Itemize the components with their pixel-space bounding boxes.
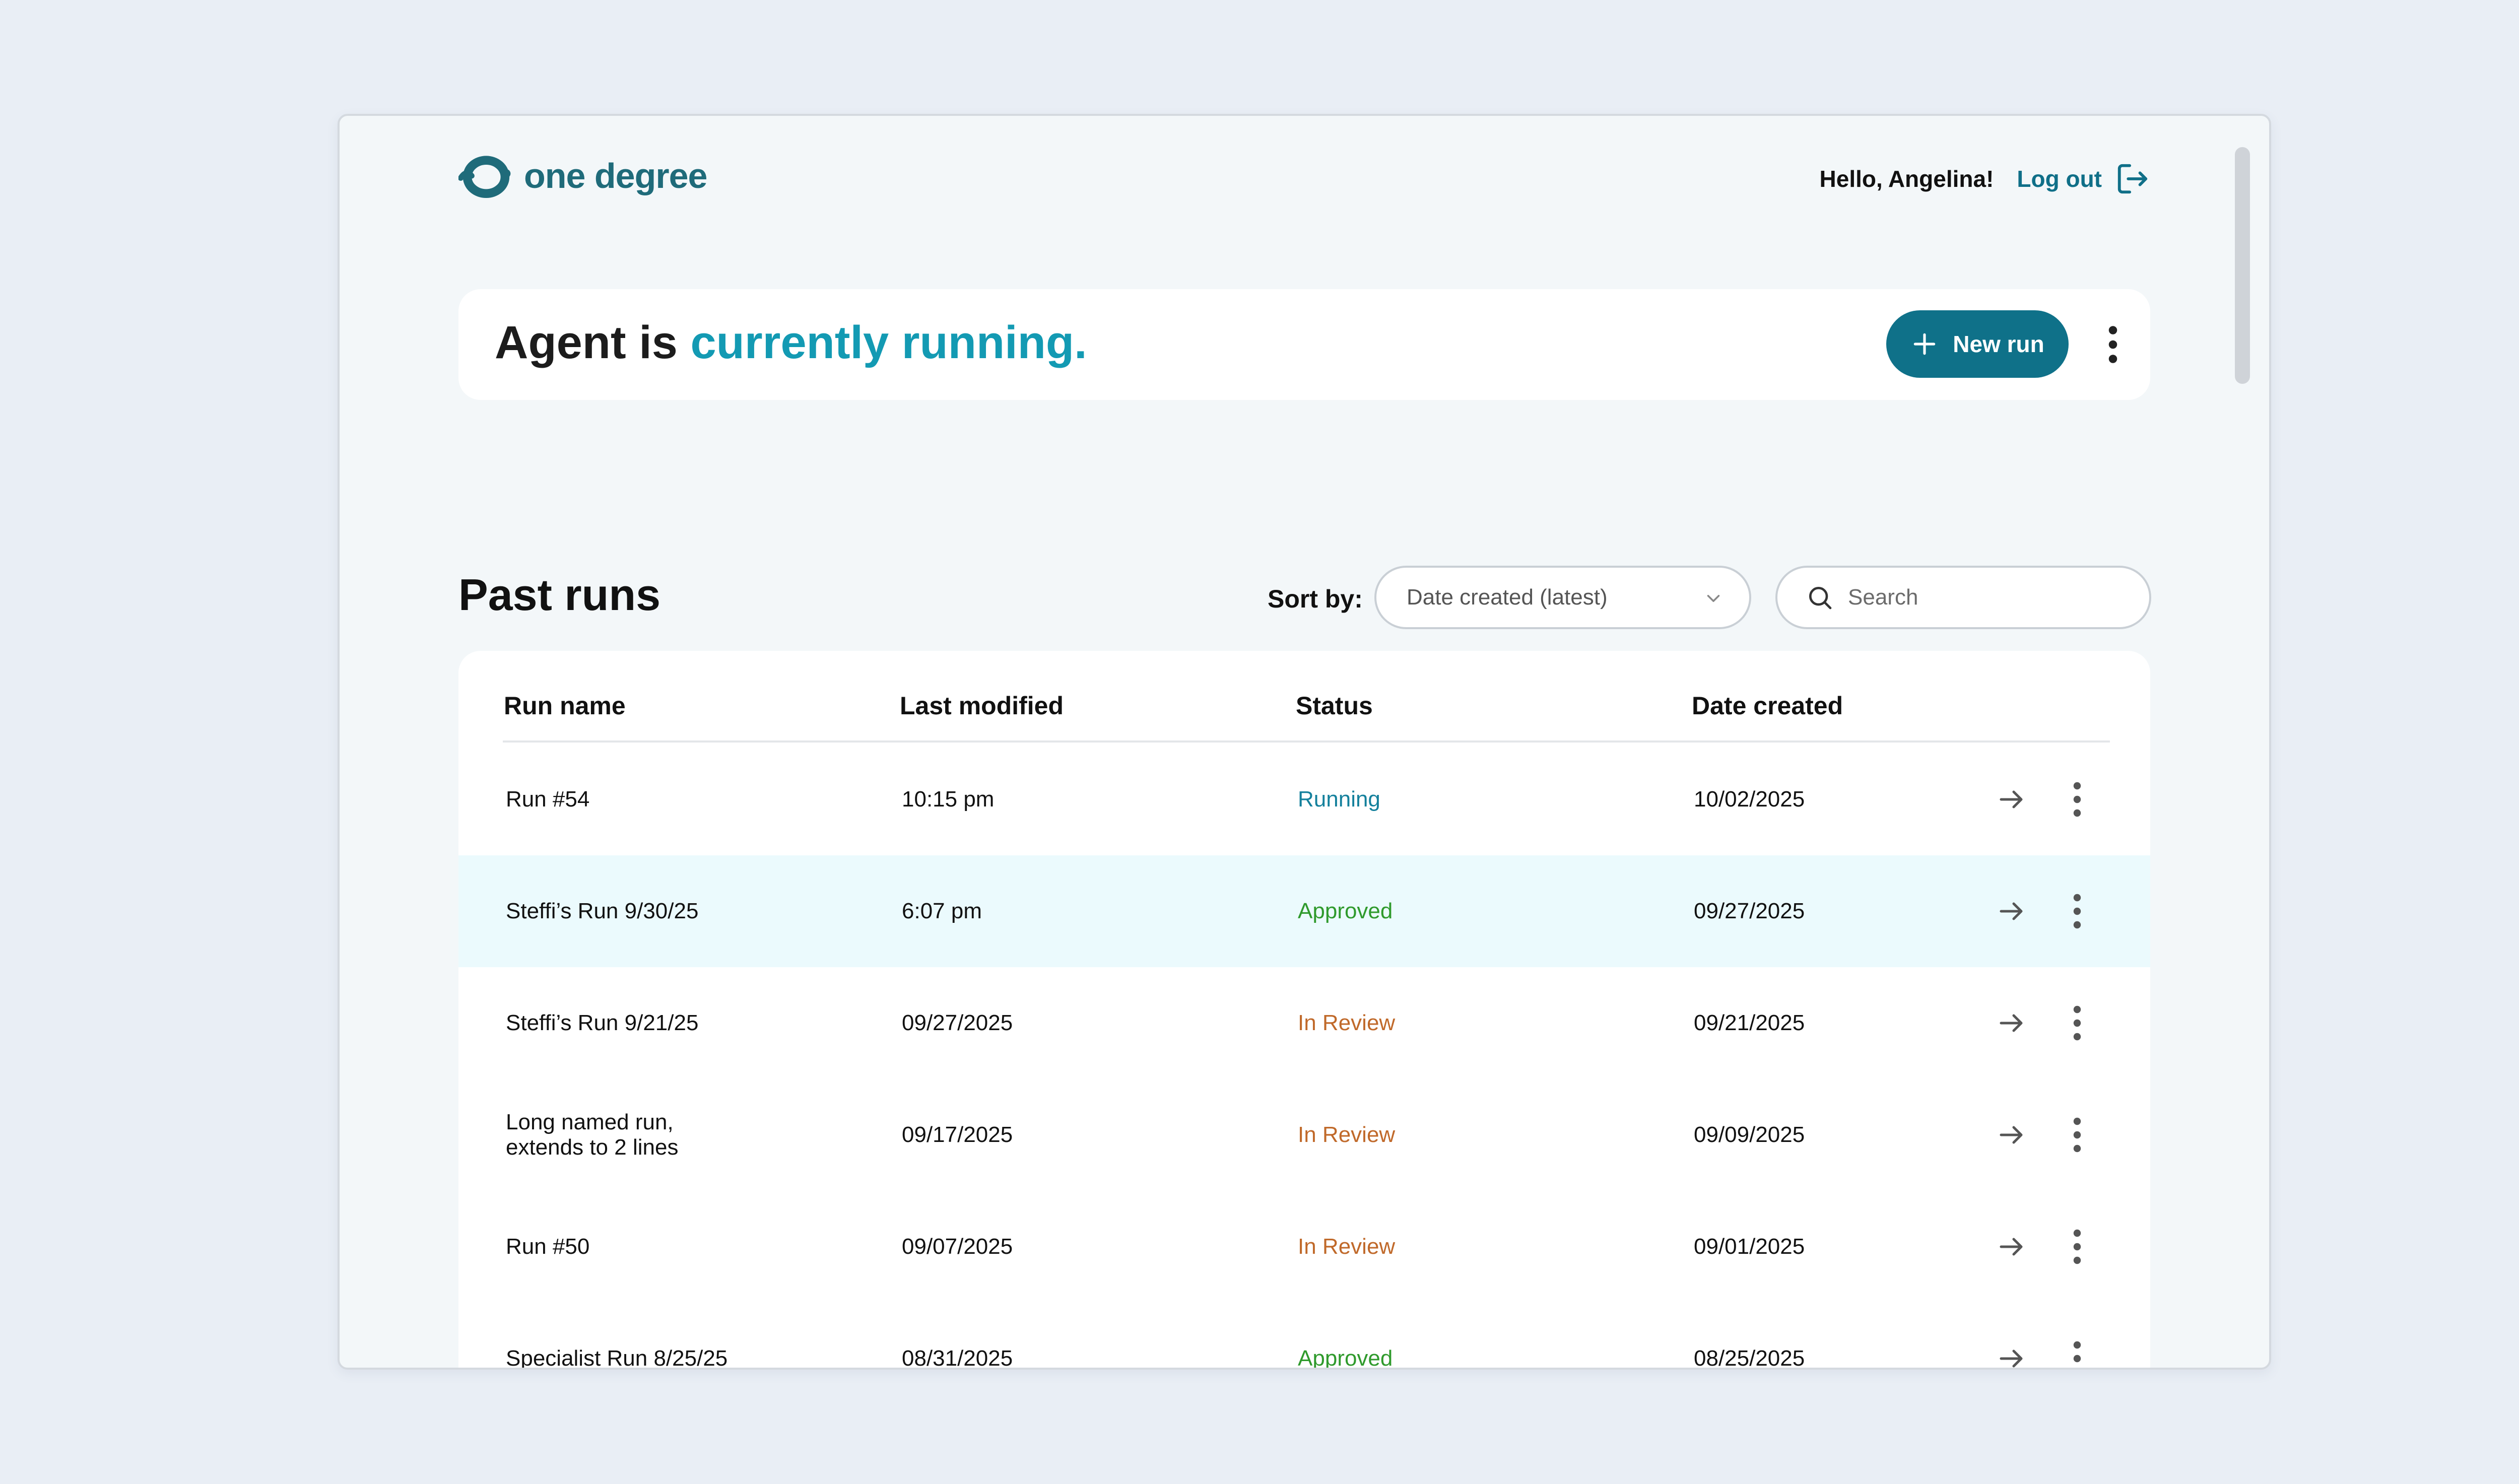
table-row[interactable]: Steffi’s Run 9/30/25 6:07 pm Approved 09/27…: [458, 855, 2150, 967]
column-header-last-modified[interactable]: Last modified: [900, 692, 1064, 720]
new-run-label: New run: [1953, 331, 2044, 357]
section-title: Past runs: [458, 570, 661, 620]
cell-last-modified: 10:15 pm: [902, 787, 995, 812]
cell-date-created: 09/01/2025: [1694, 1234, 1805, 1259]
cell-status: Approved: [1298, 899, 1393, 923]
page-content: one degree Hello, Angelina! Log out Agen…: [458, 116, 2151, 1370]
kebab-menu-icon[interactable]: [2070, 1229, 2085, 1265]
cell-run-name: Specialist Run 8/25/25: [506, 1346, 728, 1370]
table-row[interactable]: Specialist Run 8/25/25 08/31/2025 Approved…: [458, 1303, 2150, 1370]
cell-date-created: 09/21/2025: [1694, 1010, 1805, 1035]
sort-label: Sort by:: [1268, 585, 1363, 613]
chevron-down-icon: [1707, 595, 1720, 602]
kebab-menu-icon[interactable]: [2070, 893, 2085, 929]
arrow-right-icon[interactable]: [1996, 1232, 2026, 1262]
runs-table: Run name Last modified Status Date creat…: [458, 651, 2150, 1370]
cell-last-modified: 6:07 pm: [902, 899, 982, 923]
logout-label: Log out: [2017, 166, 2102, 192]
cell-date-created: 09/09/2025: [1694, 1122, 1805, 1147]
search-icon: [1809, 587, 1832, 610]
arrow-right-icon[interactable]: [1996, 784, 2026, 815]
cell-last-modified: 09/17/2025: [902, 1122, 1013, 1147]
cell-date-created: 08/25/2025: [1694, 1346, 1805, 1370]
one-degree-logo-icon: [458, 156, 511, 198]
search-input[interactable]: [1847, 584, 2111, 611]
column-header-date-created[interactable]: Date created: [1692, 692, 1843, 720]
agent-status-text: Agent is currently running.: [495, 316, 1087, 369]
user-greeting: Hello, Angelina!: [1819, 166, 1994, 192]
cell-status: Running: [1298, 787, 1380, 812]
new-run-button[interactable]: New run: [1886, 310, 2069, 378]
arrow-right-icon[interactable]: [1996, 896, 2026, 926]
agent-status-prefix: Agent is: [495, 317, 691, 368]
sort-value: Date created (latest): [1407, 585, 1608, 610]
kebab-menu-icon[interactable]: [2070, 1005, 2085, 1041]
user-area: Hello, Angelina! Log out: [1820, 151, 2150, 207]
table-row[interactable]: Steffi’s Run 9/21/25 09/27/2025 In Review 0…: [458, 967, 2150, 1079]
cell-last-modified: 09/27/2025: [902, 1010, 1013, 1035]
plus-icon: [1914, 333, 1936, 355]
search-box[interactable]: [1775, 566, 2151, 629]
table-row[interactable]: Long named run, extends to 2 lines 09/17/…: [458, 1079, 2150, 1191]
cell-date-created: 10/02/2025: [1694, 787, 1805, 812]
agent-status-highlight: currently running.: [690, 317, 1087, 368]
cell-status: In Review: [1298, 1010, 1396, 1035]
app-window: one degree Hello, Angelina! Log out Agen…: [338, 114, 2271, 1370]
cell-status: Approved: [1298, 1346, 1393, 1370]
kebab-menu-icon[interactable]: [2070, 781, 2085, 818]
brand-name: one degree: [524, 156, 707, 195]
table-row[interactable]: Run #50 09/07/2025 In Review 09/01/2025: [458, 1191, 2150, 1303]
cell-date-created: 09/27/2025: [1694, 899, 1805, 923]
cell-run-name: Long named run, extends to 2 lines: [506, 1110, 679, 1160]
cell-last-modified: 08/31/2025: [902, 1346, 1013, 1370]
kebab-menu-icon[interactable]: [2070, 1340, 2085, 1370]
logout-link[interactable]: Log out: [2017, 161, 2150, 196]
cell-status: In Review: [1298, 1122, 1396, 1147]
header-divider: [503, 740, 2110, 743]
cell-run-name: Run #54: [506, 787, 590, 812]
cell-last-modified: 09/07/2025: [902, 1234, 1013, 1259]
agent-status-card: Agent is currently running. New run: [458, 289, 2150, 400]
cell-run-name: Steffi’s Run 9/30/25: [506, 899, 699, 923]
table-row[interactable]: Run #54 10:15 pm Running 10/02/2025: [458, 744, 2150, 855]
sort-dropdown[interactable]: Date created (latest): [1374, 566, 1751, 629]
cell-run-name: Steffi’s Run 9/21/25: [506, 1010, 699, 1035]
column-header-status[interactable]: Status: [1296, 692, 1373, 720]
cell-status: In Review: [1298, 1234, 1396, 1259]
brand-logo[interactable]: one degree: [458, 148, 707, 204]
scrollbar[interactable]: [2235, 147, 2250, 384]
arrow-right-icon[interactable]: [1996, 1343, 2026, 1370]
logout-icon: [2117, 164, 2148, 194]
cell-run-name: Run #50: [506, 1234, 590, 1259]
kebab-menu-icon[interactable]: [2105, 325, 2121, 364]
column-header-run-name[interactable]: Run name: [504, 692, 626, 720]
arrow-right-icon[interactable]: [1996, 1120, 2026, 1150]
arrow-right-icon[interactable]: [1996, 1008, 2026, 1038]
kebab-menu-icon[interactable]: [2070, 1117, 2085, 1153]
